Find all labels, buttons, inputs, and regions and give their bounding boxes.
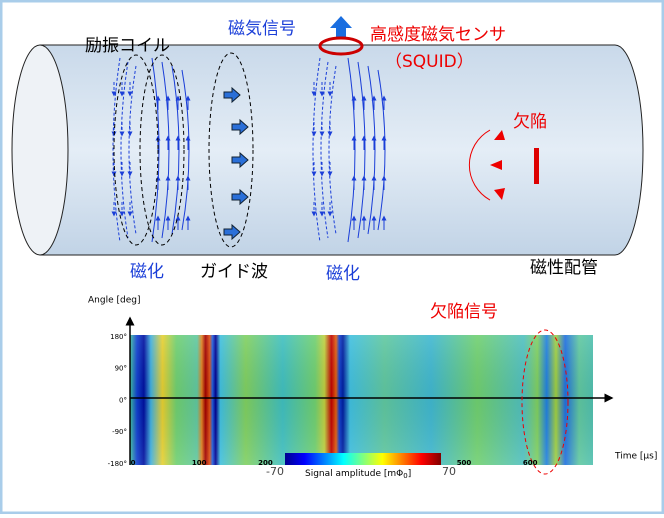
x-tick-label: 0 [131,459,136,467]
field-line [151,57,160,243]
colorbar-label-text: Signal amplitude [mΦ [305,469,403,479]
label: （SQUID） [385,52,474,72]
x-tick-label: 500 [457,459,472,467]
colorbar-label-sub: 0 [403,472,407,480]
field-line [120,61,129,239]
field-line [128,65,137,235]
field-line [347,57,356,243]
field-line [181,69,190,231]
label: 高感度磁気センサ [370,25,506,45]
field-line [112,57,121,243]
defect-signal-outline [521,329,569,475]
field-line [320,61,329,239]
label: 磁化 [326,264,360,284]
field-line [357,61,366,239]
y-tick-label: 90° [115,365,127,373]
y-tick-label: 180° [110,333,127,341]
defect [534,148,539,184]
colorbar-label-end: ] [408,469,412,479]
wave-arrow [231,151,249,169]
wave-arrow [231,118,249,136]
field-line [171,65,180,235]
colorbar-max: 70 [442,465,456,478]
field-line [328,65,337,235]
colorbar-min: -70 [266,465,284,478]
defect-arrows [490,130,505,200]
coil-outline [113,54,159,246]
field-line [312,57,321,243]
label: 欠陥 [513,112,547,132]
coil-field [111,57,387,243]
field-line [377,69,386,231]
colorbar-label: Signal amplitude [mΦ0] [305,469,411,481]
label: 励振コイル [85,36,170,56]
sensor-icon [318,36,364,56]
label: 磁化 [130,262,164,282]
y-tick-label: 0° [119,396,127,404]
label: ガイド波 [200,262,268,282]
coil-outline [139,54,185,246]
y-tick-label: -180° [108,460,127,468]
pipe [39,44,644,256]
field-line [367,65,376,235]
signal-arrow [330,16,352,38]
label: 欠陥信号 [430,302,498,322]
colorbar [285,453,441,465]
wave-arrow [231,188,249,206]
defect-arc [468,129,491,201]
x-tick-label: 600 [523,459,538,467]
y-axis-label: Angle [deg] [88,296,140,306]
wave-arrow [223,223,241,241]
x-axis-label: Time [μs] [614,452,657,462]
heatmap-shade [130,335,593,465]
guided-wave-arrows [223,86,249,241]
wave-arrow [223,86,241,104]
label: 磁性配管 [530,258,598,278]
x-tick-label: 200 [258,459,273,467]
wave-outline [208,52,254,248]
label: 磁気信号 [228,19,296,39]
y-tick-label: -90° [112,428,127,436]
x-tick-label: 100 [192,459,207,467]
field-line [161,61,170,239]
pipe-end [11,44,69,256]
